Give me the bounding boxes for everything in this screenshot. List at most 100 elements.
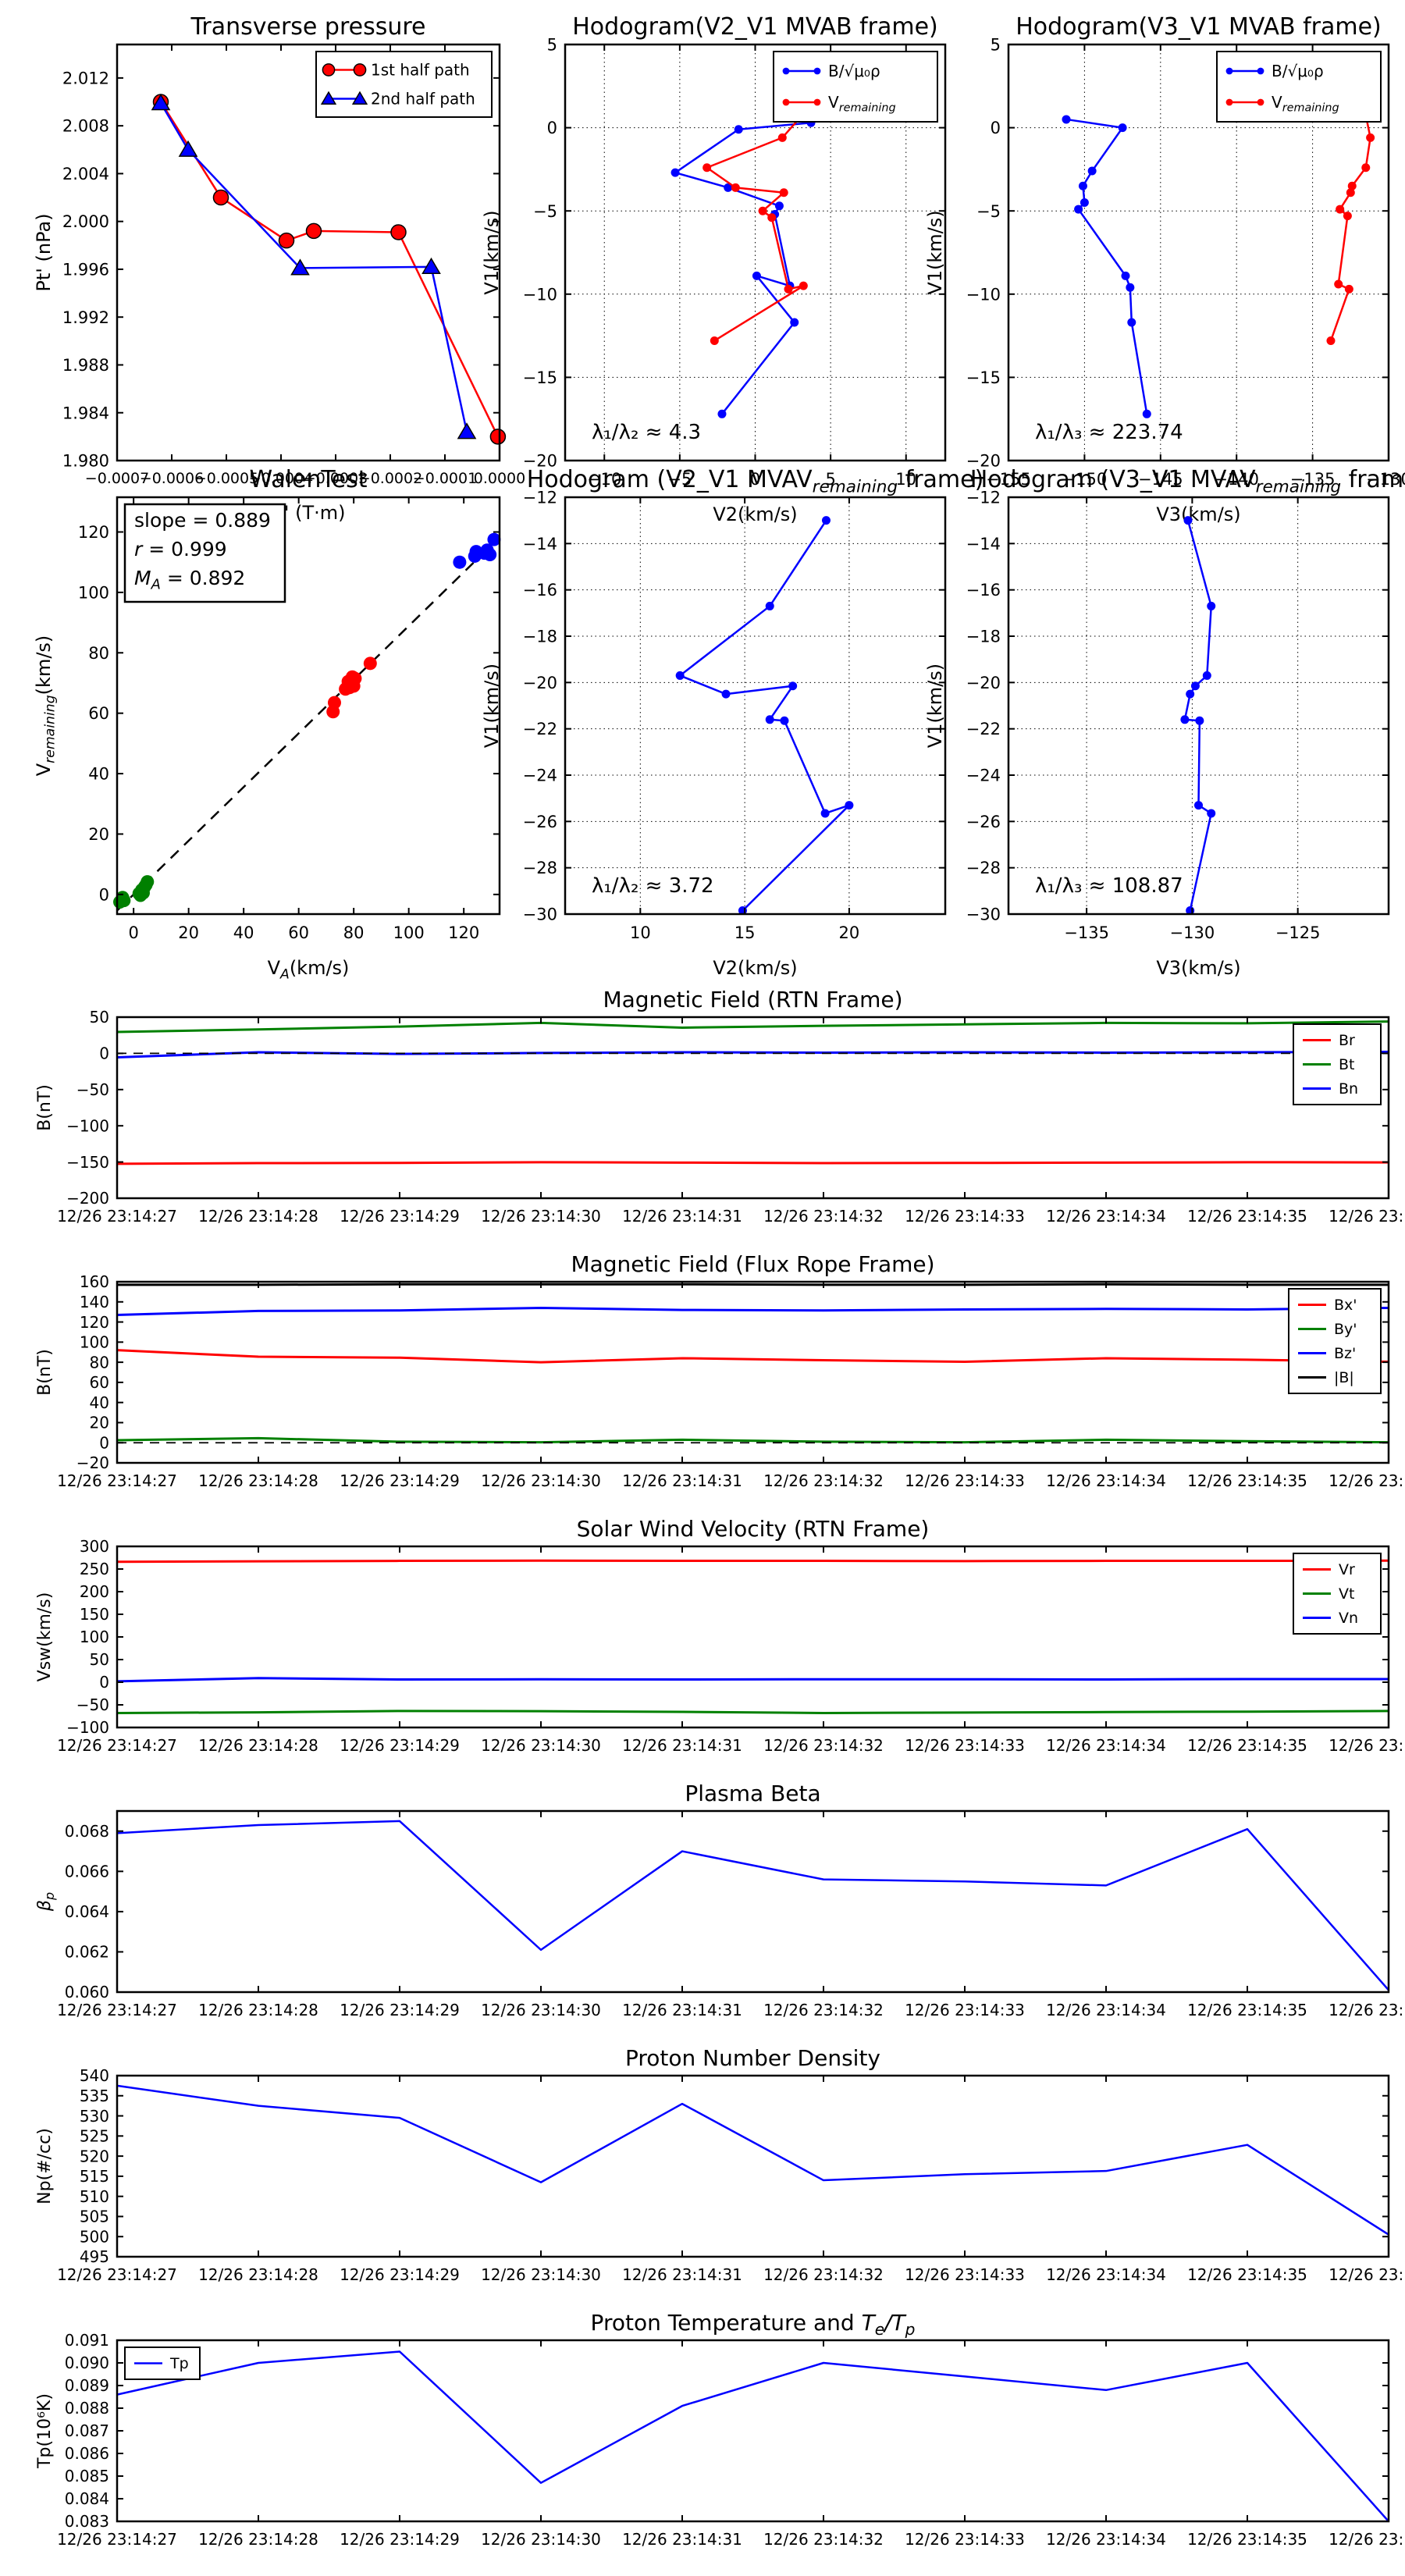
x-tick-label: −10 <box>587 470 621 489</box>
circle-marker <box>353 63 367 76</box>
x-tick-label: 12/26 23:14:34 <box>1046 2265 1166 2284</box>
data-point-marker <box>758 206 767 215</box>
triangle-marker <box>457 422 477 439</box>
x-tick-label: 60 <box>288 923 309 942</box>
y-tick-label: 60 <box>90 1373 109 1392</box>
data-point-marker <box>752 271 761 280</box>
x-tick-label: 120 <box>448 923 479 942</box>
series-Br <box>116 1161 1389 1165</box>
legend-label: By' <box>1334 1321 1357 1338</box>
hodogram-v3v1-mvav-chart: −135 −130 −125 −12 −14 −16 −18 −20 −22 −24 −26 −28 −… <box>924 466 1405 979</box>
x-tick-label: 12/26 23:14:36 <box>1329 1207 1405 1226</box>
series-Tp <box>116 2350 1389 2522</box>
data-point-marker <box>348 671 362 685</box>
legend-label: Bn <box>1339 1080 1358 1098</box>
series-B-over-sqrt-mu0rho <box>670 118 816 418</box>
data-point-marker <box>453 555 467 569</box>
data-point-marker <box>721 689 731 699</box>
x-tick-label: 12/26 23:14:27 <box>57 2001 177 2019</box>
y-tick-label: −20 <box>966 452 1001 471</box>
x-tick-label: 12/26 23:14:36 <box>1329 2265 1405 2284</box>
y-tick-label: 100 <box>80 1628 109 1646</box>
axis-ticks <box>116 1281 1389 1464</box>
y-tick-label: 5 <box>991 36 1001 55</box>
series-|B| <box>117 1283 1389 1286</box>
y-tick-label: 510 <box>80 2187 109 2206</box>
proton-density-title: Proton Number Density <box>625 2045 880 2071</box>
data-point-marker <box>777 133 787 142</box>
plasma-beta-chart: 12/26 23:14:27 12/26 23:14:28 12/26 23:14:… <box>35 1781 1405 2019</box>
data-point-marker <box>724 183 733 192</box>
legend-label: Vt <box>1339 1585 1354 1603</box>
axis-ticks <box>565 496 945 915</box>
y-axis-label: V1(km/s) <box>924 664 946 748</box>
x-tick-label: −5 <box>667 470 692 489</box>
x-tick-label: −145 <box>1138 470 1183 489</box>
y-tick-label: 120 <box>80 1313 109 1332</box>
x-tick-label: 12/26 23:14:32 <box>763 1471 884 1490</box>
y-tick-label: 520 <box>80 2147 109 2165</box>
triangle-marker <box>151 94 171 111</box>
y-tick-label: 500 <box>80 2227 109 2246</box>
data-point-marker <box>767 213 777 222</box>
y-tick-label: 530 <box>80 2107 109 2126</box>
y-tick-label: −22 <box>523 720 557 738</box>
x-tick-label: 12/26 23:14:33 <box>905 2001 1025 2019</box>
series-V-remaining <box>702 76 837 345</box>
x-tick-label: 12/26 23:14:32 <box>763 1207 884 1226</box>
y-tick-label: 0.087 <box>65 2421 109 2440</box>
x-tick-label: −0.0003 <box>304 470 368 487</box>
data-point-marker <box>765 715 774 724</box>
data-point-marker <box>327 696 341 710</box>
data-point-marker <box>1326 336 1336 345</box>
data-point-marker <box>363 656 377 671</box>
x-tick-label: 12/26 23:14:35 <box>1187 1471 1307 1490</box>
y-tick-label: 200 <box>80 1582 109 1601</box>
y-axis-label: V1(km/s) <box>481 664 503 748</box>
transverse-pressure-chart: −0.0007−0.0006−0.0005−0.0004−0.0003−0.00… <box>33 13 525 524</box>
x-tick-label: 12/26 23:14:32 <box>763 2530 884 2549</box>
y-tick-label: −16 <box>523 581 557 600</box>
data-point-marker <box>1062 115 1071 124</box>
y-tick-label: 0.086 <box>65 2444 109 2463</box>
data-point-marker <box>1361 163 1371 173</box>
plot-border <box>116 2074 1390 2258</box>
y-tick-label: 0 <box>99 1433 109 1452</box>
y-tick-label: 80 <box>88 644 109 663</box>
y-tick-label: −15 <box>966 368 1001 387</box>
y-tick-label: 140 <box>80 1293 109 1311</box>
y-tick-label: 50 <box>90 1650 109 1669</box>
y-axis-label: Np(#/cc) <box>35 2128 55 2204</box>
legend-label: Vr <box>1339 1561 1355 1578</box>
y-tick-label: 1.996 <box>62 261 109 279</box>
y-tick-label: 0 <box>99 1044 109 1063</box>
data-point-marker <box>1257 98 1264 106</box>
x-tick-label: −130 <box>1366 470 1405 489</box>
data-point-marker <box>1347 181 1357 190</box>
x-tick-label: −0.0005 <box>194 470 258 487</box>
y-tick-label: −26 <box>966 813 1001 831</box>
x-tick-label: 0.0000 <box>474 470 525 487</box>
legend-label: Vremaining <box>828 93 896 114</box>
grid <box>565 496 945 915</box>
x-tick-label: 12/26 23:14:31 <box>622 1207 742 1226</box>
series-Bx' <box>116 1349 1389 1364</box>
legend-label: Br <box>1339 1032 1355 1049</box>
x-tick-label: −130 <box>1170 923 1215 942</box>
y-tick-label: 1.992 <box>62 308 109 327</box>
proton-density-chart: 12/26 23:14:27 12/26 23:14:28 12/26 23:14:… <box>35 2045 1405 2284</box>
triangle-marker <box>290 258 310 276</box>
y-tick-label: −28 <box>966 859 1001 877</box>
x-tick-label: 12/26 23:14:28 <box>198 1736 318 1755</box>
x-tick-label: 12/26 23:14:29 <box>340 1471 460 1490</box>
data-point-marker <box>1194 801 1203 810</box>
x-tick-label: 15 <box>735 923 756 942</box>
hodogram-v3v1-mvab-title: Hodogram(V3_V1 MVAB frame) <box>1016 13 1382 41</box>
data-point-marker <box>784 284 793 294</box>
x-tick-label: 12/26 23:14:36 <box>1329 2530 1405 2549</box>
x-tick-label: 12/26 23:14:34 <box>1046 2530 1166 2549</box>
x-tick-label: 12/26 23:14:30 <box>481 1207 601 1226</box>
x-tick-label: 12/26 23:14:27 <box>57 1736 177 1755</box>
plot-border <box>116 1545 1390 1729</box>
y-tick-label: 0 <box>99 885 109 904</box>
